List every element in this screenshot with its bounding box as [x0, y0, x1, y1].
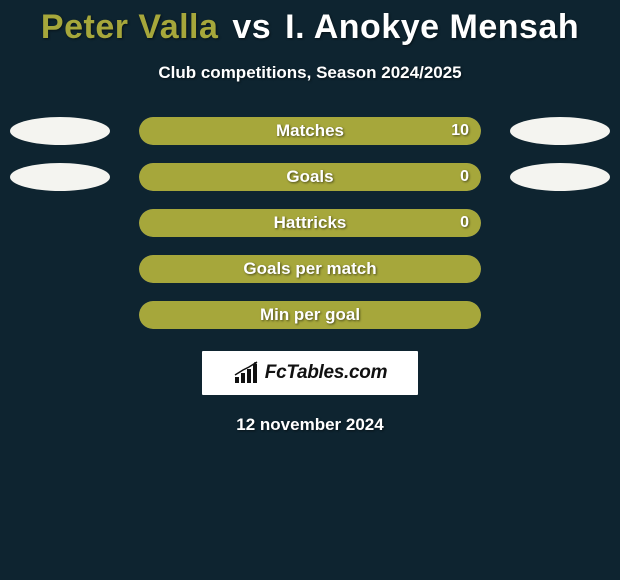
stat-row: Goals0: [0, 163, 620, 191]
stat-row: Matches10: [0, 117, 620, 145]
player1-bubble: [10, 117, 110, 145]
stats-rows: Matches10 Goals0 Hattricks0 Goals per match…: [0, 117, 620, 329]
stat-bar-fill: [139, 255, 481, 283]
stat-bar-track: Goals per match: [139, 255, 481, 283]
subtitle: Club competitions, Season 2024/2025: [0, 63, 620, 83]
stat-row: Hattricks0: [0, 209, 620, 237]
player2-name: I. Anokye Mensah: [285, 8, 579, 46]
logo-text: FcTables.com: [265, 362, 387, 384]
date-text: 12 november 2024: [0, 415, 620, 435]
player2-bubble: [510, 117, 610, 145]
stat-row: Goals per match: [0, 255, 620, 283]
stat-bar-fill: [139, 301, 481, 329]
player1-name: Peter Valla: [41, 8, 219, 46]
stat-bar-track: Goals0: [139, 163, 481, 191]
player1-bubble: [10, 163, 110, 191]
stat-bar-track: Matches10: [139, 117, 481, 145]
stat-bar-fill: [139, 163, 481, 191]
stat-bar-fill: [139, 209, 481, 237]
stat-bar-track: Hattricks0: [139, 209, 481, 237]
stat-bar-fill: [139, 117, 481, 145]
page-title: Peter Valla vs I. Anokye Mensah: [0, 0, 620, 47]
vs-text: vs: [232, 8, 271, 46]
stat-bar-track: Min per goal: [139, 301, 481, 329]
logo-box: FcTables.com: [202, 351, 418, 395]
stat-row: Min per goal: [0, 301, 620, 329]
player2-bubble: [510, 163, 610, 191]
barchart-icon: [233, 361, 261, 385]
